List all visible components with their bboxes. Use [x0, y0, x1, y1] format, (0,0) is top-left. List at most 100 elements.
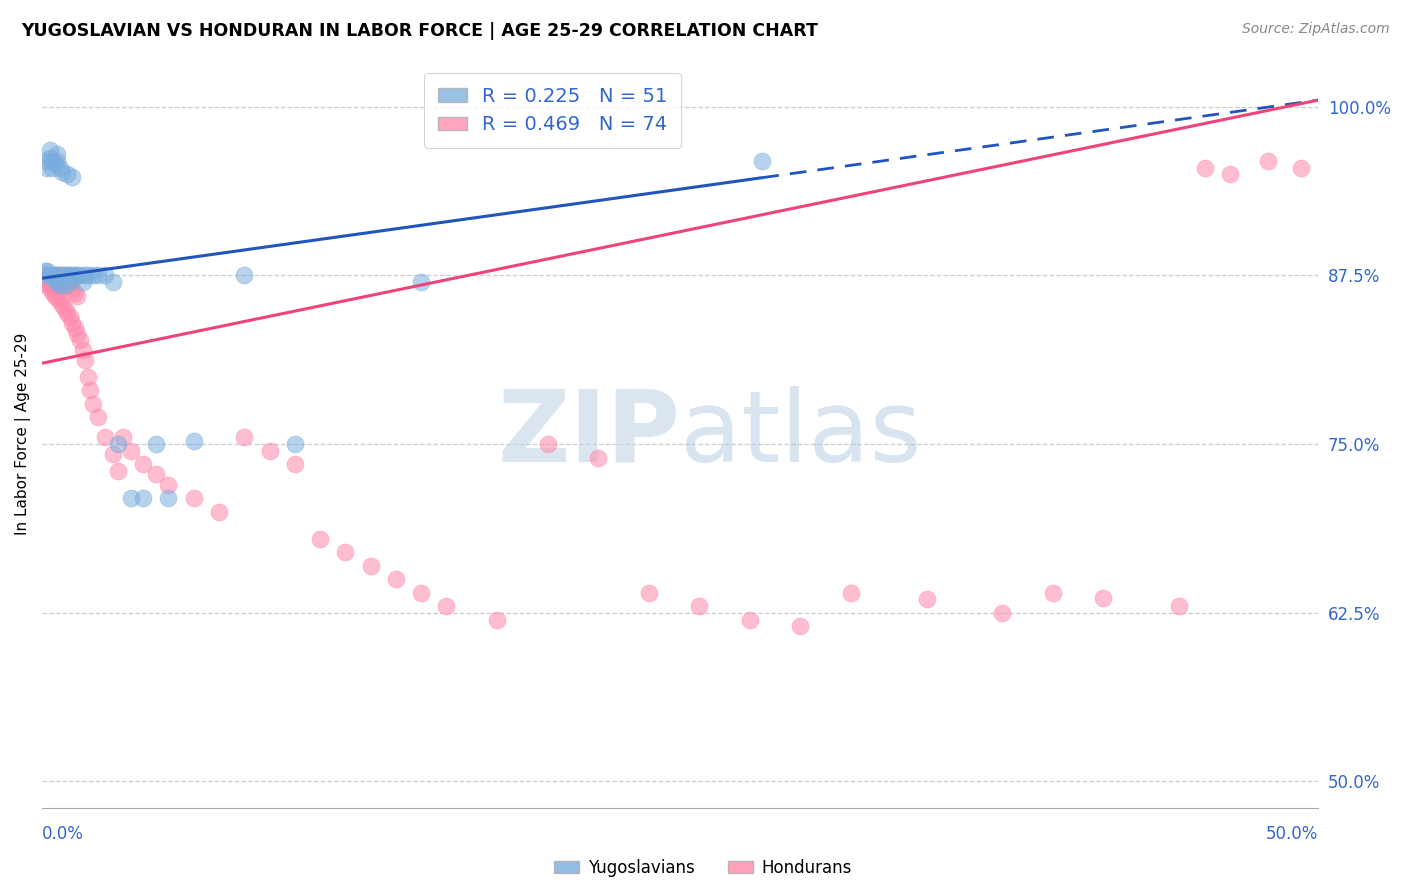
- Point: [1219, 167, 1241, 181]
- Point: [107, 464, 129, 478]
- Point: [107, 437, 129, 451]
- Point: [59, 310, 82, 325]
- Point: [37, 277, 59, 292]
- Text: 50.0%: 50.0%: [1265, 825, 1319, 843]
- Point: [59, 277, 82, 292]
- Point: [1257, 153, 1279, 168]
- Text: atlas: atlas: [681, 385, 922, 483]
- Point: [49, 277, 72, 292]
- Point: [41, 153, 63, 168]
- Point: [44, 272, 66, 286]
- Point: [46, 275, 69, 289]
- Point: [46, 292, 69, 306]
- Point: [38, 151, 60, 165]
- Point: [120, 491, 142, 505]
- Point: [38, 143, 60, 157]
- Point: [789, 619, 811, 633]
- Point: [56, 306, 79, 320]
- Point: [63, 286, 86, 301]
- Point: [41, 277, 63, 292]
- Point: [37, 161, 59, 175]
- Point: [69, 268, 91, 283]
- Point: [53, 268, 76, 283]
- Point: [1042, 585, 1064, 599]
- Point: [72, 275, 94, 289]
- Point: [111, 430, 134, 444]
- Point: [1289, 161, 1312, 175]
- Point: [385, 572, 408, 586]
- Point: [46, 147, 69, 161]
- Point: [38, 280, 60, 294]
- Point: [839, 585, 862, 599]
- Point: [132, 491, 155, 505]
- Point: [86, 268, 108, 283]
- Point: [41, 161, 63, 175]
- Point: [436, 599, 458, 613]
- Point: [76, 369, 98, 384]
- Point: [63, 268, 86, 283]
- Point: [66, 268, 89, 283]
- Text: ZIP: ZIP: [498, 385, 681, 483]
- Point: [335, 545, 357, 559]
- Point: [1194, 161, 1216, 175]
- Point: [284, 458, 307, 472]
- Point: [208, 505, 231, 519]
- Y-axis label: In Labor Force | Age 25-29: In Labor Force | Age 25-29: [15, 333, 31, 535]
- Point: [86, 410, 108, 425]
- Point: [183, 491, 205, 505]
- Point: [38, 275, 60, 289]
- Point: [688, 599, 710, 613]
- Text: 0.0%: 0.0%: [42, 825, 84, 843]
- Point: [49, 268, 72, 283]
- Point: [233, 430, 256, 444]
- Point: [37, 272, 59, 286]
- Point: [44, 268, 66, 283]
- Point: [485, 613, 508, 627]
- Point: [259, 443, 281, 458]
- Point: [82, 268, 104, 283]
- Point: [34, 268, 56, 283]
- Point: [46, 268, 69, 283]
- Point: [34, 264, 56, 278]
- Point: [37, 153, 59, 168]
- Point: [284, 437, 307, 451]
- Point: [53, 277, 76, 292]
- Point: [69, 333, 91, 347]
- Point: [44, 282, 66, 296]
- Point: [157, 477, 180, 491]
- Point: [41, 285, 63, 299]
- Point: [66, 289, 89, 303]
- Point: [751, 153, 773, 168]
- Point: [94, 430, 117, 444]
- Point: [56, 277, 79, 292]
- Point: [145, 467, 167, 481]
- Point: [120, 443, 142, 458]
- Text: YUGOSLAVIAN VS HONDURAN IN LABOR FORCE | AGE 25-29 CORRELATION CHART: YUGOSLAVIAN VS HONDURAN IN LABOR FORCE |…: [21, 22, 818, 40]
- Point: [76, 268, 98, 283]
- Point: [49, 161, 72, 175]
- Point: [53, 275, 76, 289]
- Point: [34, 275, 56, 289]
- Point: [62, 316, 84, 330]
- Point: [62, 282, 84, 296]
- Point: [46, 268, 69, 283]
- Legend: Yugoslavians, Hondurans: Yugoslavians, Hondurans: [548, 853, 858, 884]
- Point: [49, 268, 72, 283]
- Point: [49, 294, 72, 309]
- Point: [309, 532, 332, 546]
- Point: [49, 282, 72, 296]
- Point: [59, 275, 82, 289]
- Point: [915, 592, 938, 607]
- Point: [586, 450, 609, 465]
- Point: [56, 268, 79, 283]
- Point: [94, 268, 117, 283]
- Point: [991, 606, 1014, 620]
- Point: [82, 397, 104, 411]
- Point: [101, 447, 124, 461]
- Point: [51, 268, 73, 283]
- Point: [59, 268, 82, 283]
- Point: [41, 268, 63, 283]
- Point: [72, 343, 94, 357]
- Point: [51, 164, 73, 178]
- Point: [44, 268, 66, 283]
